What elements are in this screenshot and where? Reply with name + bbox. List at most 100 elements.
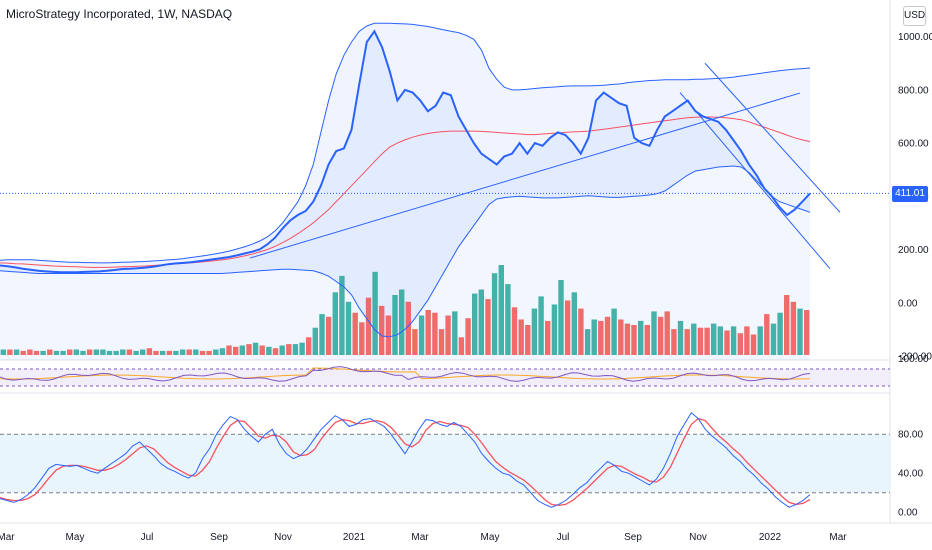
- symbol-title[interactable]: MicroStrategy Incorporated, 1W, NASDAQ: [6, 7, 233, 21]
- volume-bar: [591, 319, 597, 355]
- stochastic-d-line: [0, 417, 811, 507]
- price-tick-label: 1000.00: [898, 32, 932, 43]
- volume-bar: [286, 344, 292, 355]
- volume-bar: [638, 320, 644, 355]
- volume-bar: [186, 349, 192, 355]
- time-scale[interactable]: Mar May Jul Sep Nov 2021 Mar May Jul Sep Nov 2022 Ma…: [0, 532, 847, 543]
- volume-bar: [472, 293, 478, 355]
- volume-bar: [797, 308, 803, 355]
- volume-bar: [518, 319, 524, 355]
- volume-bar: [319, 314, 325, 355]
- volume-bar: [299, 342, 305, 355]
- volume-bar: [525, 325, 531, 355]
- time-tick-label: May: [481, 532, 500, 543]
- volume-bar: [385, 315, 392, 355]
- time-tick-label: Mar: [829, 532, 847, 543]
- volume-bar: [306, 337, 312, 355]
- bollinger-fill-area: [0, 23, 810, 361]
- volume-bar: [432, 312, 438, 355]
- volume-bar: [724, 330, 730, 355]
- price-tick-label: 0.00: [898, 298, 918, 309]
- volume-bar: [312, 327, 318, 355]
- oscillator-line-a: [0, 366, 811, 382]
- volume-bar: [445, 315, 451, 355]
- volume-bar: [246, 344, 252, 355]
- volume-bars: [0, 265, 810, 355]
- volume-bar: [372, 271, 378, 355]
- volume-bar: [365, 297, 372, 355]
- volume-bar: [166, 350, 172, 355]
- volume-bar: [47, 349, 53, 355]
- volume-bar: [558, 280, 564, 355]
- volume-bar: [272, 348, 279, 355]
- volume-bar: [684, 329, 690, 355]
- volume-bar: [199, 350, 206, 355]
- volume-bar: [53, 350, 60, 355]
- volume-bar: [478, 289, 484, 355]
- volume-bar: [325, 316, 332, 355]
- volume-bar: [233, 346, 239, 355]
- volume-bar: [804, 310, 810, 355]
- volume-bar: [126, 349, 133, 355]
- volume-bar: [671, 329, 677, 355]
- volume-bar: [551, 304, 558, 355]
- volume-bar: [0, 349, 7, 355]
- volume-bar: [697, 327, 704, 355]
- oscillator-line-b: [0, 367, 811, 380]
- volume-bar: [80, 350, 86, 355]
- volume-bar: [730, 326, 737, 355]
- volume-bar: [339, 275, 345, 355]
- volume-bar: [239, 345, 245, 355]
- volume-bar: [67, 349, 73, 355]
- volume-bar: [252, 342, 259, 355]
- volume-bar: [146, 348, 153, 355]
- stochastic-tick-label: 0.00: [898, 508, 918, 519]
- time-tick-label: 2022: [759, 532, 782, 543]
- volume-bar: [100, 349, 106, 355]
- volume-bar: [7, 349, 13, 355]
- volume-bar: [578, 308, 584, 355]
- volume-bar: [631, 325, 637, 355]
- volume-bar: [438, 329, 445, 355]
- bollinger-band-fill: [0, 23, 810, 337]
- bollinger-basis-line: [0, 116, 811, 268]
- volume-bar: [531, 308, 538, 355]
- volume-bar: [352, 312, 358, 355]
- volume-bar: [219, 348, 226, 355]
- time-tick-label: Jul: [141, 532, 154, 543]
- volume-bar: [33, 350, 40, 355]
- volume-bar: [179, 349, 186, 355]
- stochastic-k-line: [0, 412, 811, 508]
- price-tick-label: 200.00: [898, 245, 929, 256]
- volume-bar: [140, 349, 146, 355]
- volume-bar: [13, 349, 20, 355]
- close-price-line: [0, 29, 811, 274]
- volume-bar: [604, 316, 611, 355]
- channel-upper-line: [704, 62, 841, 213]
- volume-bar: [193, 349, 199, 355]
- volume-bar: [159, 350, 166, 355]
- volume-bar: [20, 350, 26, 355]
- time-tick-label: Sep: [624, 532, 642, 543]
- price-tick-label: -200.00: [898, 352, 932, 363]
- price-scale[interactable]: 1000.00800.00600.00400.00200.000.00-200.…: [898, 32, 932, 519]
- currency-button[interactable]: USD: [903, 6, 926, 26]
- volume-bar: [744, 326, 750, 355]
- price-series-lines: [0, 22, 841, 338]
- volume-bar: [737, 333, 743, 355]
- volume-bar: [584, 329, 591, 355]
- volume-bar: [511, 307, 518, 355]
- volume-bar: [750, 334, 757, 355]
- volume-bar: [133, 350, 139, 355]
- volume-bar: [379, 305, 385, 355]
- time-tick-label: Sep: [210, 532, 228, 543]
- volume-bar: [259, 345, 265, 355]
- volume-bar: [498, 265, 504, 355]
- volume-bar: [279, 345, 285, 355]
- volume-bar: [657, 316, 664, 355]
- volume-bar: [106, 350, 113, 355]
- volume-bar: [345, 301, 352, 355]
- volume-bar: [677, 320, 684, 355]
- volume-bar: [618, 319, 624, 355]
- bollinger-upper-line: [0, 22, 811, 264]
